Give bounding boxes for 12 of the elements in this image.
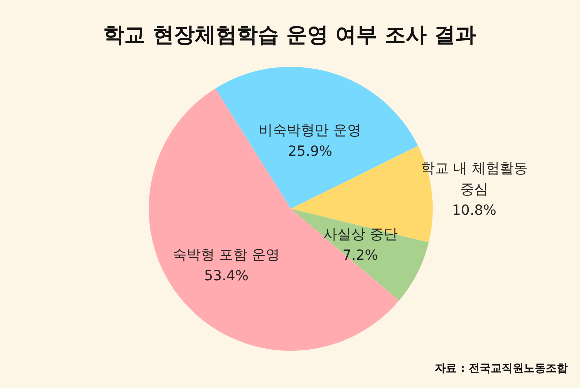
pie-slice	[291, 209, 429, 301]
data-label: 10.8%	[452, 202, 497, 219]
pie-slice	[216, 67, 418, 209]
data-label: 7.2%	[342, 248, 378, 264]
slice-label: 비숙박형만 운영	[259, 123, 362, 140]
chart-title: 학교 현장체험학습 운영 여부 조사 결과	[104, 23, 476, 47]
slice-label: 사실상 중단	[323, 226, 398, 243]
data-label: 53.4%	[204, 268, 249, 284]
text: 자료 : 전국교직원노동조합	[434, 362, 568, 375]
pie-slice	[149, 88, 400, 351]
data-label: 25.9%	[288, 144, 333, 160]
slice-label: 숙박형 포함 운영	[173, 247, 280, 264]
